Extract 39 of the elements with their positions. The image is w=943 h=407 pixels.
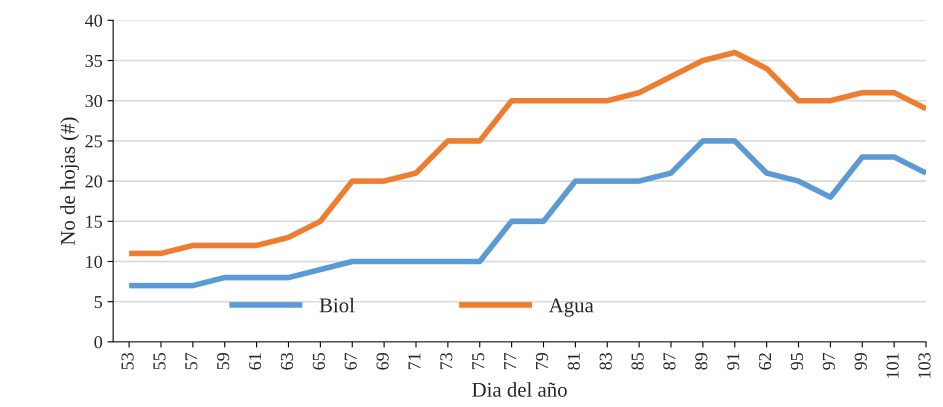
y-tick-label: 25 bbox=[85, 135, 102, 148]
legend-label: Agua bbox=[548, 298, 594, 317]
x-tick-label: 71 bbox=[408, 353, 420, 370]
x-tick-label: 75 bbox=[472, 353, 484, 370]
x-tick-label: 91 bbox=[727, 353, 740, 370]
x-tick-label: 85 bbox=[631, 353, 644, 370]
x-tick-label: 63 bbox=[280, 353, 294, 370]
y-tick-label: 5 bbox=[94, 296, 102, 308]
y-tick-label: 40 bbox=[85, 14, 102, 27]
x-tick-label: 53 bbox=[121, 353, 134, 370]
legend-label: Biol bbox=[320, 298, 355, 312]
x-tick-label: 59 bbox=[217, 353, 230, 370]
y-tick-label: 20 bbox=[85, 175, 102, 188]
x-axis-title: Dia del año bbox=[472, 382, 567, 397]
x-tick-label: 77 bbox=[504, 352, 516, 370]
x-tick-label: 79 bbox=[536, 353, 548, 370]
y-tick-label: 30 bbox=[86, 94, 102, 108]
x-tick-label: 97 bbox=[822, 352, 835, 370]
x-tick-label: 103 bbox=[918, 353, 931, 378]
x-tick-label: 73 bbox=[440, 353, 452, 370]
x-tick-label: 62 bbox=[759, 353, 772, 370]
x-tick-label: 99 bbox=[854, 353, 867, 370]
x-tick-label: 95 bbox=[790, 353, 804, 370]
x-tick-label: 67 bbox=[344, 352, 357, 370]
x-tick-label: 57 bbox=[185, 352, 198, 370]
y-tick-label: 15 bbox=[86, 216, 102, 228]
x-tick-label: 87 bbox=[663, 352, 676, 370]
x-tick-label: 61 bbox=[248, 353, 262, 370]
y-tick-label: 35 bbox=[86, 54, 102, 67]
y-tick-label: 0 bbox=[94, 336, 102, 348]
y-tick-label: 10 bbox=[86, 256, 102, 268]
x-tick-label: 101 bbox=[886, 353, 899, 378]
x-tick-label: 55 bbox=[153, 353, 166, 370]
x-tick-label: 83 bbox=[600, 353, 612, 370]
y-axis-title: No de hojas (#) bbox=[60, 118, 80, 246]
x-tick-label: 89 bbox=[695, 353, 708, 370]
x-tick-label: 81 bbox=[568, 353, 580, 370]
x-tick-label: 65 bbox=[312, 353, 325, 370]
x-tick-label: 69 bbox=[376, 353, 389, 370]
